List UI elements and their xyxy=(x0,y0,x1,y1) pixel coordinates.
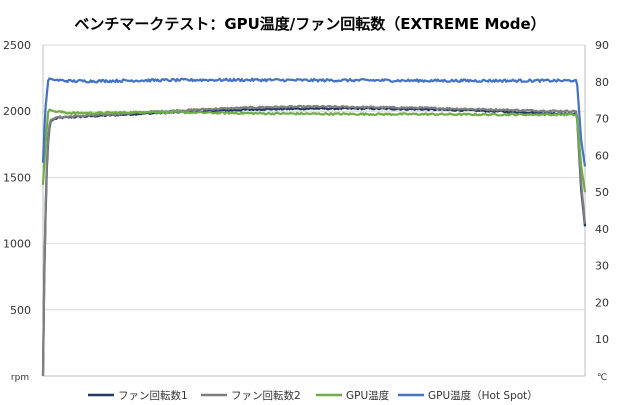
left-tick-label: 2000 xyxy=(3,105,31,118)
fan-speed-2-line xyxy=(41,104,587,377)
fan-speed-1-line xyxy=(41,106,587,377)
right-tick-label: 90 xyxy=(595,39,609,52)
right-tick-label: 40 xyxy=(595,223,609,236)
series-lines xyxy=(41,77,587,377)
legend-item-fan-speed-1: ファン回転数1 xyxy=(88,389,188,402)
right-axis-ticks: 90 80 70 60 50 40 30 20 10 xyxy=(595,39,609,346)
chart-title: ベンチマークテスト：GPU温度/ファン回転数（EXTREME Mode） xyxy=(74,15,545,33)
grid-lines xyxy=(43,44,585,311)
left-tick-label: 500 xyxy=(10,304,31,317)
right-tick-label: 10 xyxy=(595,333,609,346)
left-tick-label: 2500 xyxy=(3,39,31,52)
legend-label: GPU温度 xyxy=(346,389,390,402)
left-tick-label: 1000 xyxy=(3,238,31,251)
legend-label: GPU温度（Hot Spot） xyxy=(428,389,538,402)
legend: ファン回転数1 ファン回転数2 GPU温度 GPU温度（Hot Spot） xyxy=(88,389,538,402)
gpu-temp-line xyxy=(41,108,587,193)
legend-item-fan-speed-2: ファン回転数2 xyxy=(201,389,301,402)
legend-item-gpu-temp: GPU温度 xyxy=(316,389,390,402)
right-axis-unit: ℃ xyxy=(597,373,607,383)
right-tick-label: 20 xyxy=(595,296,609,309)
axes xyxy=(42,45,586,377)
left-axis-unit: rpm xyxy=(11,373,29,383)
right-tick-label: 30 xyxy=(595,260,609,273)
right-tick-label: 50 xyxy=(595,186,609,199)
legend-item-gpu-hot-spot: GPU温度（Hot Spot） xyxy=(398,389,538,402)
gpu-hot-spot-line xyxy=(41,77,587,167)
right-tick-label: 60 xyxy=(595,149,609,162)
right-tick-label: 70 xyxy=(595,113,609,126)
legend-label: ファン回転数1 xyxy=(118,389,188,402)
left-axis-ticks: 2500 2000 1500 1000 500 xyxy=(3,39,31,317)
legend-label: ファン回転数2 xyxy=(231,389,301,402)
left-tick-label: 1500 xyxy=(3,171,31,184)
right-tick-label: 80 xyxy=(595,76,609,89)
